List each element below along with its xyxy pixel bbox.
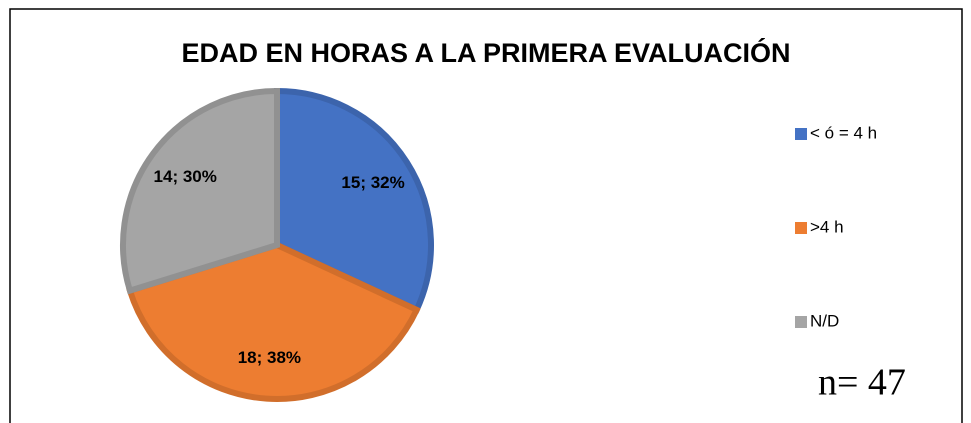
legend-label: < ó = 4 h (810, 123, 877, 142)
pie-slice (126, 241, 421, 402)
data-label: 15; 32% (341, 173, 404, 192)
legend-swatch (795, 222, 807, 234)
pie-slice (274, 87, 434, 314)
data-label: 18; 38% (238, 348, 301, 367)
legend-swatch (795, 316, 807, 328)
pie-slice (120, 87, 280, 295)
annotation: n= 47 (818, 362, 906, 404)
legend-label: >4 h (810, 217, 844, 236)
legend-label: N/D (810, 311, 839, 330)
data-label: 14; 30% (154, 167, 217, 186)
chart-title: EDAD EN HORAS A LA PRIMERA EVALUACIÓN (181, 37, 790, 68)
chart-frame (9, 8, 963, 423)
legend-swatch (795, 128, 807, 140)
